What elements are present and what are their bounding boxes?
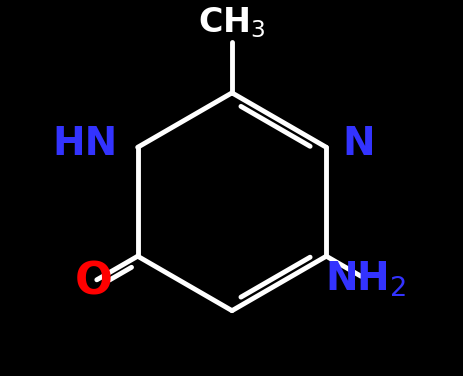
Text: N: N: [342, 125, 375, 163]
Text: O: O: [75, 260, 113, 303]
Text: NH$_2$: NH$_2$: [325, 259, 405, 299]
Text: CH$_3$: CH$_3$: [198, 6, 265, 40]
Text: HN: HN: [52, 125, 118, 163]
